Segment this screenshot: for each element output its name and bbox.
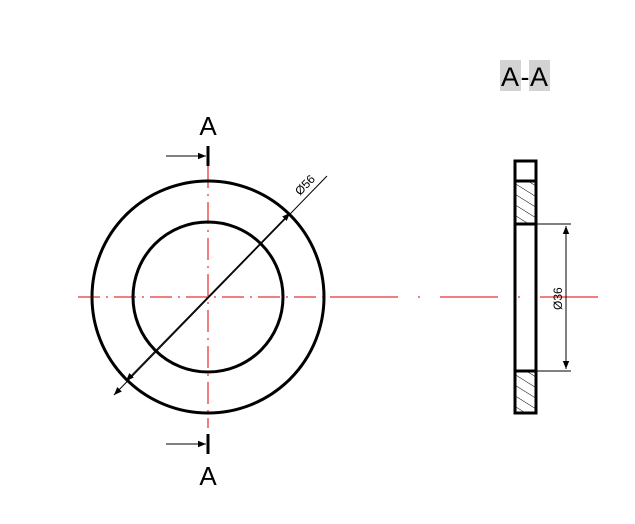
diameter-dimension-line	[113, 175, 328, 396]
hatch-top	[515, 181, 536, 224]
section-title-sep: -	[521, 62, 530, 92]
section-view: A - A Ø36	[340, 60, 605, 415]
section-title-highlight-left	[500, 60, 521, 91]
diameter-arrow-segment-2	[125, 296, 209, 382]
inner-diameter-dimension: Ø36	[537, 223, 571, 372]
section-title-left: A	[501, 62, 519, 92]
section-marker-bottom: A	[166, 434, 217, 491]
diameter-arrow-segment	[207, 212, 291, 298]
inner-circle	[131, 220, 285, 374]
front-view: Ø56 A A	[78, 111, 340, 491]
front-centerlines	[78, 166, 340, 428]
section-marker-top: A	[166, 111, 217, 166]
section-letter-top: A	[199, 111, 217, 141]
outer-circle	[90, 179, 326, 415]
section-title-right: A	[530, 62, 548, 92]
section-letter-bottom: A	[199, 461, 217, 491]
outer-diameter-dimension: Ø56	[113, 172, 328, 396]
section-title: A - A	[500, 60, 550, 92]
section-body	[513, 159, 538, 415]
section-title-highlight-right	[529, 60, 550, 91]
inner-diameter-label: Ø36	[551, 287, 565, 310]
outer-diameter-label: Ø56	[292, 172, 318, 198]
hatch-bottom	[515, 371, 536, 413]
section-outline	[513, 159, 538, 415]
